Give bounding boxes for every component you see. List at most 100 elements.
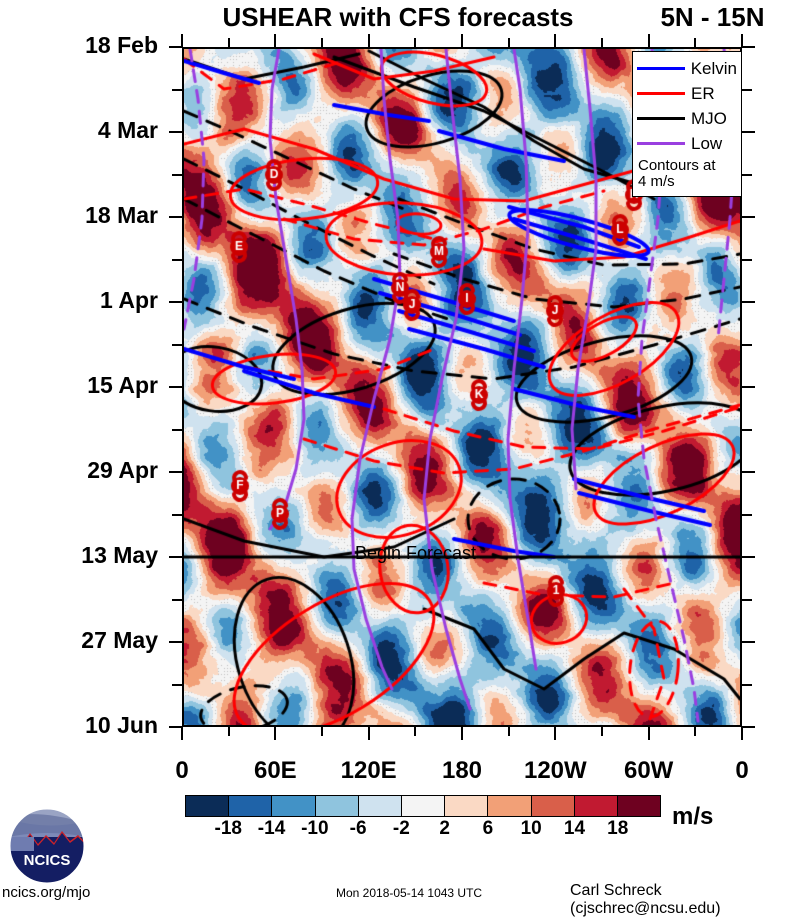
legend-item-mjo: MJO	[637, 106, 737, 131]
legend-label-er: ER	[691, 83, 715, 103]
x-axis-minor-tick-top	[694, 38, 697, 47]
y-axis-tick	[169, 216, 182, 218]
footer-author: Carl Schreck (cjschrec@ncsu.edu)	[570, 882, 721, 917]
x-axis-tick	[461, 727, 463, 740]
x-axis-tick-top	[274, 34, 277, 47]
y-axis-label: 18 Feb	[85, 32, 158, 58]
colorbar-tick: 2	[439, 818, 450, 839]
x-axis-minor-tick-top	[321, 38, 323, 47]
colorbar-swatch	[488, 796, 532, 816]
colorbar-tick-labels: -18 -14 -10 -6 -2 2 6 10 14 18	[185, 818, 661, 840]
x-axis-tick	[554, 727, 557, 740]
colorbar-tick: 10	[520, 818, 542, 839]
colorbar-swatch	[574, 796, 618, 816]
y-axis-tick	[169, 641, 182, 643]
y-axis-tick-right	[742, 386, 755, 388]
ncics-logo: NCICS	[8, 807, 86, 885]
y-axis-minor-tick-right	[742, 513, 752, 516]
y-axis-minor-tick-right	[742, 683, 752, 686]
y-axis-tick-right	[742, 556, 755, 558]
legend-swatch-er	[637, 92, 685, 95]
y-axis-tick-right	[742, 726, 755, 728]
y-axis-label: 18 Mar	[85, 202, 158, 228]
x-axis-tick	[181, 727, 183, 740]
x-axis-tick	[647, 727, 650, 740]
x-axis-label: 60W	[623, 757, 674, 784]
x-axis-tick-top	[741, 34, 743, 47]
x-axis-label: 60E	[253, 757, 297, 784]
y-axis-label: 4 Mar	[97, 117, 158, 143]
y-axis-tick	[169, 46, 182, 48]
y-axis-minor-tick-right	[742, 598, 752, 601]
x-axis-label: 0	[175, 757, 189, 784]
x-axis-tick-top	[461, 34, 463, 47]
y-axis-tick	[169, 726, 182, 728]
y-axis-label: 13 May	[81, 542, 158, 568]
colorbar-tick: -2	[392, 818, 410, 839]
y-axis-tick	[169, 386, 182, 388]
x-axis-tick-top	[367, 34, 370, 47]
y-axis-tick-right	[742, 301, 755, 303]
y-axis-minor-tick-right	[742, 258, 752, 261]
legend-note-line1: Contours at	[638, 157, 716, 174]
y-axis-label: 1 Apr	[100, 287, 158, 313]
x-axis-tick-top	[647, 34, 650, 47]
x-axis-tick-top	[181, 34, 183, 47]
y-axis-minor-tick	[172, 513, 182, 516]
x-axis-tick	[741, 727, 743, 740]
y-axis-minor-tick	[172, 683, 182, 686]
y-axis-tick-right	[742, 641, 755, 643]
x-axis-minor-tick-top	[507, 38, 510, 47]
y-axis-minor-tick-right	[742, 343, 752, 346]
x-axis-tick	[274, 727, 277, 740]
x-axis-minor-tick-top	[414, 38, 417, 47]
y-axis-minor-tick	[172, 428, 182, 431]
colorbar-swatch	[445, 796, 489, 816]
colorbar-tick: 6	[482, 818, 494, 839]
y-axis-tick	[169, 471, 182, 473]
x-axis-label: 120E	[340, 757, 397, 784]
region-label: 5N - 15N	[660, 2, 765, 32]
y-axis-tick-right	[742, 471, 755, 473]
x-axis-minor-tick	[601, 727, 603, 736]
colorbar-swatch	[186, 796, 230, 816]
x-axis-label: 180	[441, 757, 483, 784]
legend-swatch-mjo	[637, 117, 685, 120]
y-axis-label: 29 Apr	[87, 457, 158, 483]
colorbar-swatch	[358, 796, 402, 816]
y-axis-minor-tick	[172, 258, 182, 261]
colorbar	[185, 795, 661, 817]
footer-site-link[interactable]: ncics.org/mjo	[2, 884, 91, 901]
y-axis-tick-right	[742, 46, 755, 48]
colorbar-tick: 18	[607, 818, 629, 839]
legend-label-low: Low	[691, 133, 723, 153]
y-axis-tick	[169, 556, 182, 558]
x-axis-minor-tick	[321, 727, 323, 736]
legend-item-er: ER	[637, 81, 737, 106]
x-axis-minor-tick	[227, 727, 230, 736]
x-axis-tick	[367, 727, 370, 740]
colorbar-swatch	[315, 796, 359, 816]
footer-timestamp: Mon 2018-05-14 1043 UTC	[336, 886, 483, 900]
y-axis-label: 27 May	[81, 627, 158, 653]
legend-note-line2: 4 m/s	[638, 173, 675, 191]
x-axis-tick-top	[554, 34, 557, 47]
legend-label-mjo: MJO	[691, 108, 727, 128]
legend-swatch-low	[637, 142, 685, 145]
colorbar-swatch	[272, 796, 316, 816]
logo-text: NCICS	[24, 852, 71, 869]
y-axis-minor-tick	[172, 173, 182, 176]
y-axis-minor-tick	[172, 598, 182, 601]
colorbar-tick: -18	[214, 818, 242, 839]
x-axis-label: 0	[735, 757, 749, 784]
legend-swatch-kelvin	[637, 67, 685, 70]
y-axis-tick-right	[742, 216, 755, 218]
y-axis-tick	[169, 301, 182, 303]
colorbar-tick: 14	[563, 818, 586, 839]
colorbar-swatch	[401, 796, 446, 816]
y-axis-label: 15 Apr	[87, 372, 158, 398]
colorbar-swatch	[229, 796, 273, 816]
begin-forecast-label: Begin Forecast	[355, 543, 477, 563]
y-axis-minor-tick-right	[742, 173, 752, 176]
page-title: USHEAR with CFS forecasts	[222, 2, 574, 32]
